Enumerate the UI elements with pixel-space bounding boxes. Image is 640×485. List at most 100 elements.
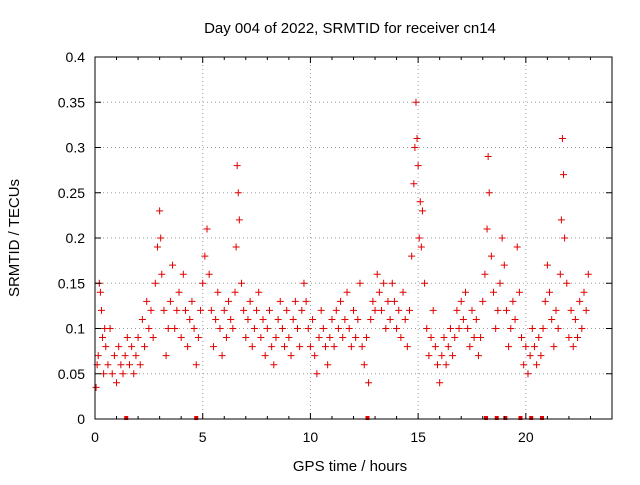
data-point [337,297,345,305]
data-point [220,306,228,314]
data-point [558,134,566,142]
data-point [222,334,230,342]
data-point [244,315,252,323]
flag-marker [494,416,499,420]
data-point [412,98,420,106]
data-point [315,334,323,342]
data-point [255,288,263,296]
data-point [186,315,194,323]
data-point [552,306,560,314]
data-point [548,315,556,323]
data-point [438,352,446,360]
data-point [563,279,571,287]
data-point [268,343,276,351]
data-point [175,288,183,296]
data-point [201,252,209,260]
data-point [380,279,388,287]
data-point [416,198,424,206]
data-point [321,343,329,351]
data-point [554,325,562,332]
data-point [446,325,454,332]
data-point [246,297,254,305]
data-point [149,334,157,342]
data-points [92,98,592,391]
data-point [567,306,575,314]
data-point [212,315,220,323]
data-point [371,306,379,314]
data-point [479,297,487,305]
data-point [352,334,360,342]
data-point [296,343,304,351]
data-point [498,234,506,242]
data-point [324,361,332,369]
data-point [459,315,467,323]
data-point [500,261,508,269]
data-point [181,306,189,314]
data-point [341,315,349,323]
data-point [199,279,207,287]
data-point [384,297,392,305]
data-point [418,207,426,215]
data-point [451,334,459,342]
data-point [358,343,366,351]
data-point [578,325,586,332]
data-point [373,270,381,278]
data-point [457,297,465,305]
data-point [571,315,579,323]
data-point [179,270,187,278]
data-point [580,288,588,296]
data-point [197,306,205,314]
flag-marker [194,416,199,420]
data-point [94,352,102,360]
data-point [229,325,237,332]
data-point [556,270,564,278]
data-point [484,153,492,161]
data-point [584,270,592,278]
data-point [242,334,250,342]
data-point [403,343,411,351]
flag-marker [124,416,129,420]
data-point [347,343,355,351]
data-point [287,352,295,360]
data-point [483,225,491,233]
data-point [397,334,405,342]
data-point [574,334,582,342]
data-point [263,325,271,332]
data-point [557,216,565,224]
data-point [522,343,530,351]
data-point [505,343,513,351]
data-point [218,352,226,360]
data-point [408,252,416,260]
data-point [414,162,422,170]
data-point [291,297,299,305]
data-point [378,306,386,314]
data-point [92,383,100,391]
data-point [306,343,314,351]
data-point [509,297,517,305]
flag-marker [365,416,370,420]
data-point [311,352,319,360]
data-point [156,207,164,215]
flag-marker [483,416,488,420]
data-point [207,306,215,314]
y-tick-label: 0.25 [58,185,85,201]
data-point [390,297,398,305]
data-point [319,325,327,332]
data-point [143,297,151,305]
data-point [300,279,308,287]
data-point [227,315,235,323]
data-point [96,288,104,296]
data-point [240,306,248,314]
data-point [399,288,407,296]
data-point [462,288,470,296]
data-point [455,325,463,332]
data-point [401,315,409,323]
data-point [427,334,435,342]
data-point [278,325,286,332]
data-point [121,352,129,360]
data-point [440,334,448,342]
data-point [147,306,155,314]
data-point [132,352,140,360]
data-point [444,343,452,351]
